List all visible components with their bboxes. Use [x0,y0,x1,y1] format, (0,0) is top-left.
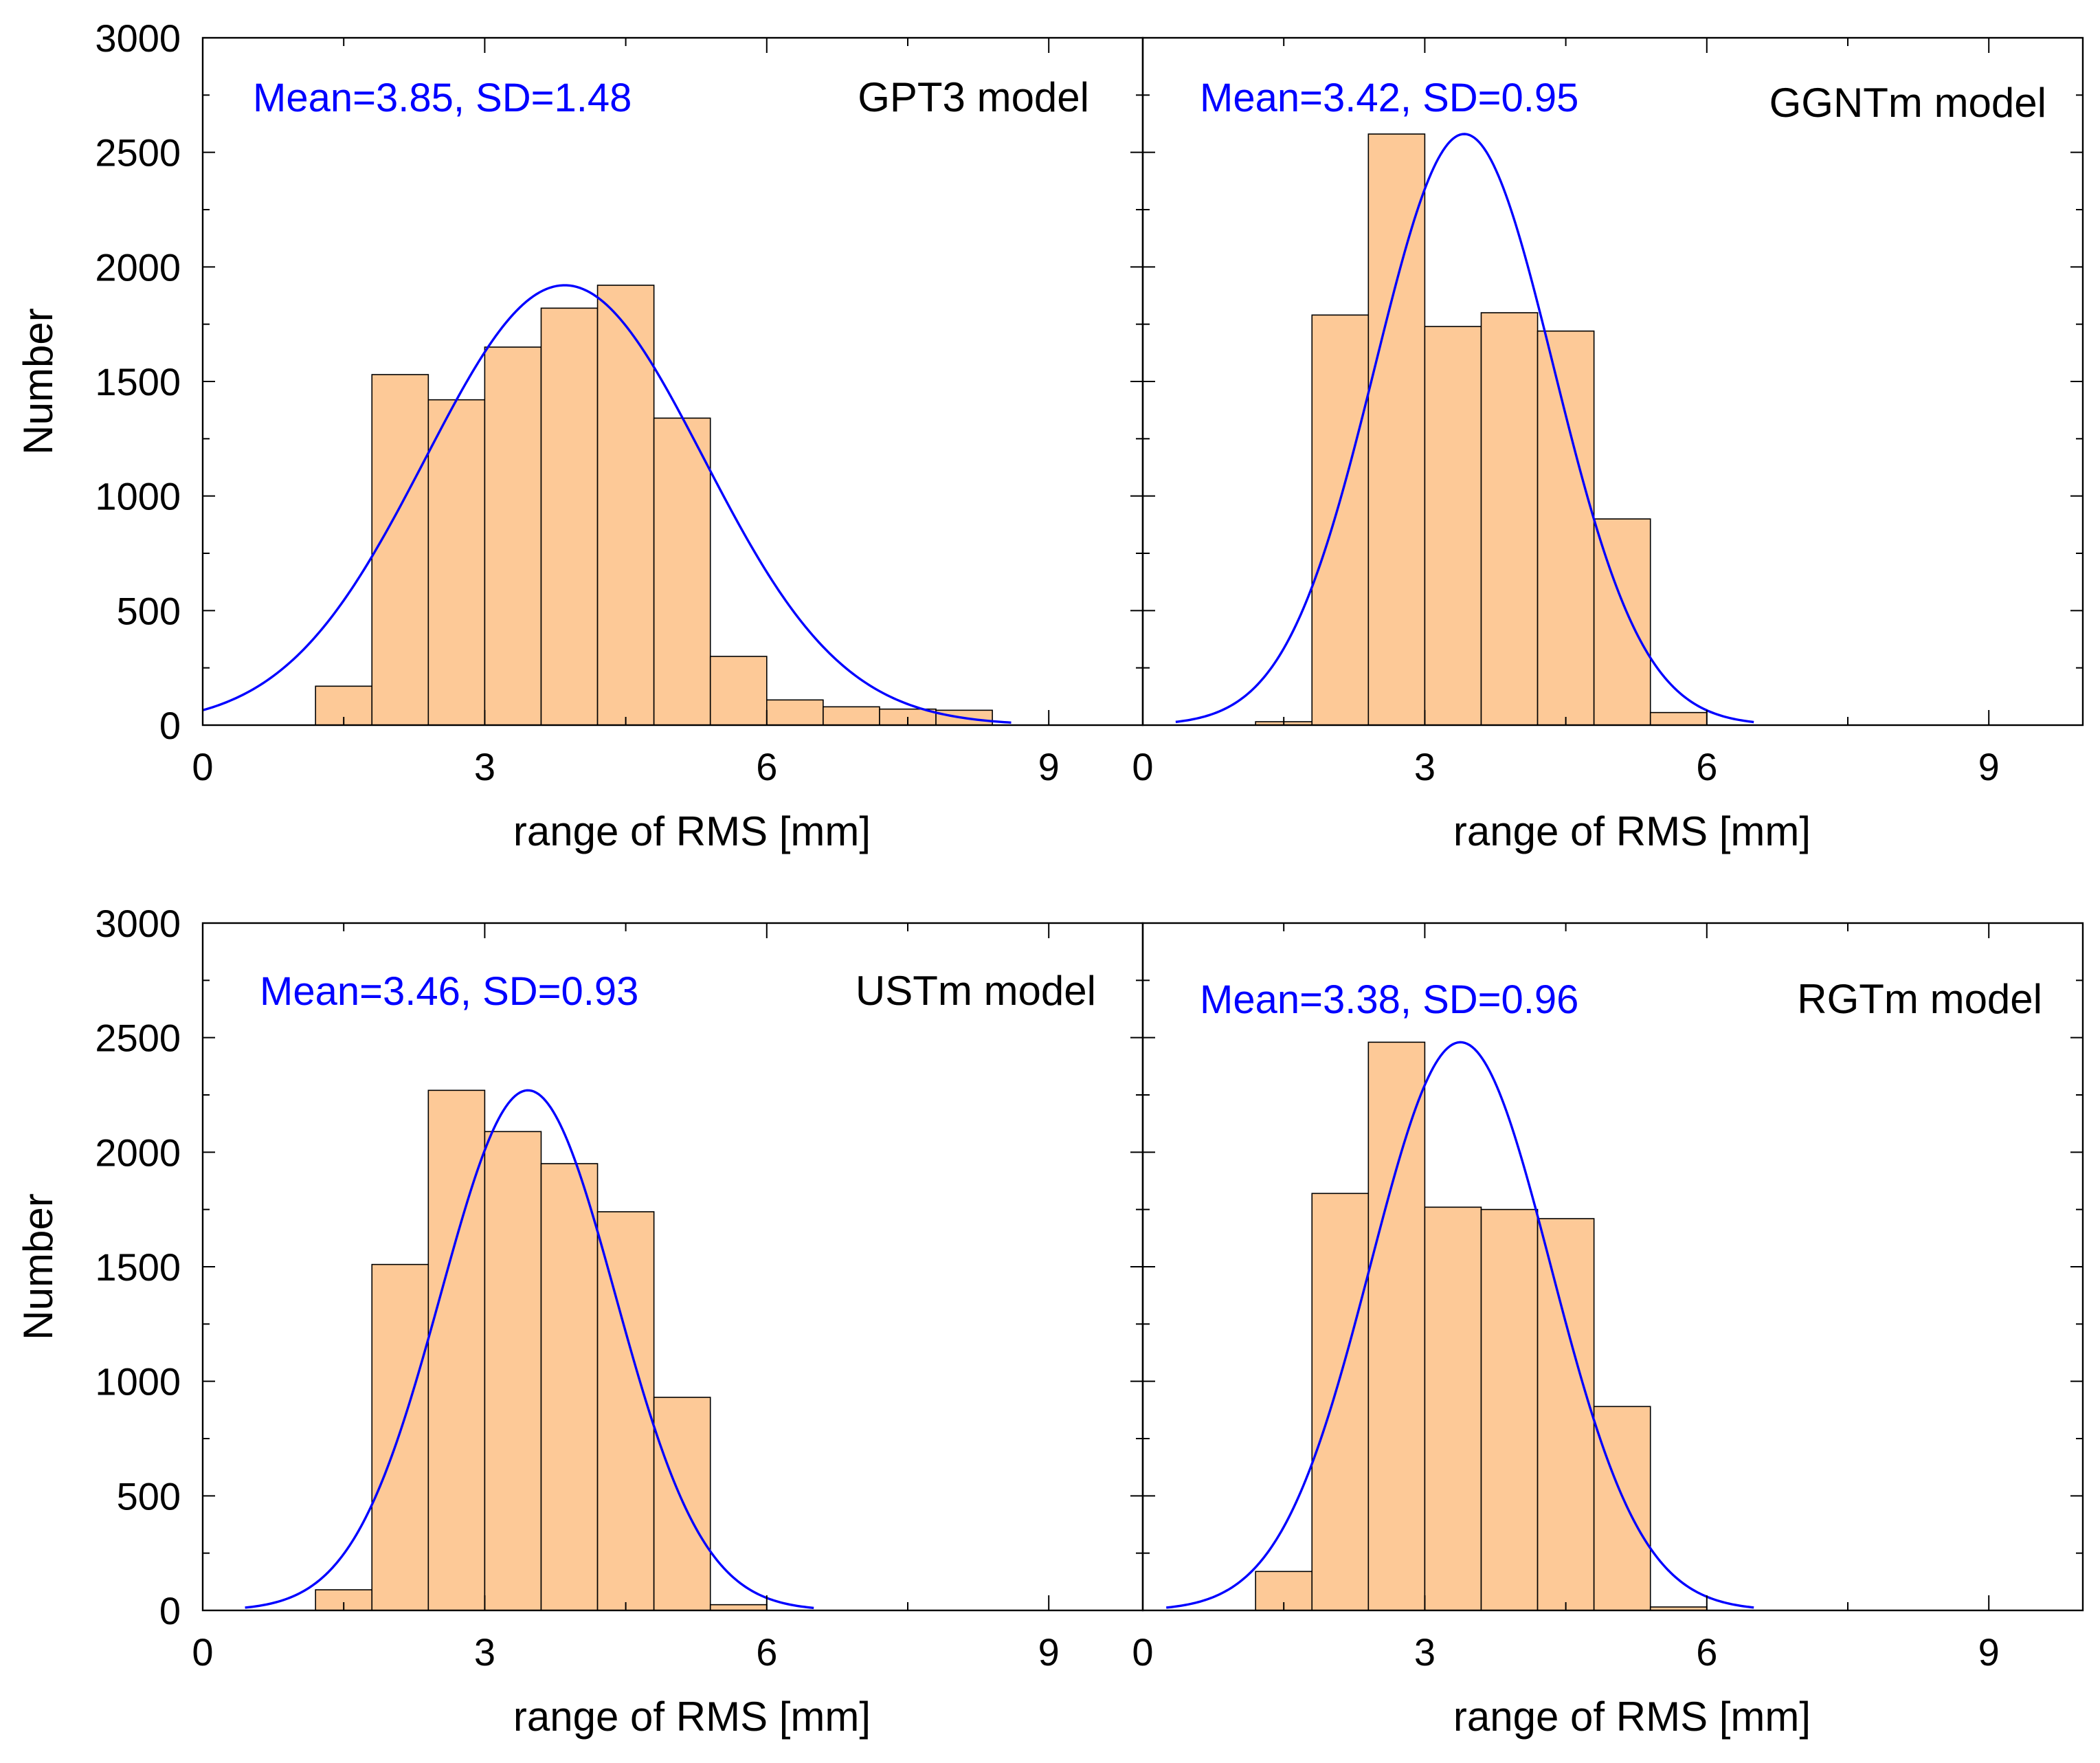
chart-panel-2: 0 3 6 9 range of RMS [mm] Mean=3.42, SD=0.95 G… [1132,36,2084,854]
y-tick-label: 0 [159,704,181,747]
x-tick-label: 0 [192,745,213,788]
y-tick-label: 3000 [95,902,181,945]
chart-panel-1: 0 3 6 9 0 500 1000 1500 2000 2500 3000 range of RMS… [15,16,1144,854]
x-tick-label: 6 [1696,745,1717,788]
y-tick-label: 2000 [95,245,181,289]
histogram-bar [540,1163,599,1611]
histogram-bar [596,1211,655,1611]
y-tick-label: 0 [159,1589,181,1632]
y-tick-label: 2000 [95,1131,181,1174]
histogram-bar [766,699,824,726]
histogram-bar [371,374,429,726]
y-tick-label: 500 [117,1474,181,1518]
normal-fit-curve [245,1089,814,1610]
histogram-bar [1311,1193,1370,1611]
x-tick-label: 6 [756,1630,777,1674]
histogram-bar [1593,1406,1651,1611]
x-tick-label: 3 [474,1630,495,1674]
histogram-bar [1424,1206,1482,1611]
histogram-bar [653,1397,711,1611]
x-tick-label: 0 [1132,745,1153,788]
y-tick-label: 2500 [95,1017,181,1060]
histogram-bar [709,656,768,726]
x-tick-label: 9 [1978,745,2000,788]
histogram-bar [1649,711,1708,726]
model-label: RGTm model [1797,976,2042,1022]
stats-annotation: Mean=3.38, SD=0.96 [1200,977,1578,1022]
x-tick-label: 9 [1038,745,1060,788]
normal-fit-curve [1175,133,1754,724]
histogram-bar [1537,330,1595,726]
x-axis-title: range of RMS [mm] [513,808,871,854]
histogram-bar [1424,326,1482,726]
x-tick-label: 0 [192,1630,213,1674]
histogram-bar [1537,1218,1595,1611]
y-tick-label: 1500 [95,360,181,403]
histogram-bar [709,1604,768,1611]
y-tick-label: 2500 [95,131,181,175]
y-axis-title: Number [15,308,61,454]
normal-fit-curve [1166,1041,1754,1609]
x-axis-title: range of RMS [mm] [513,1694,871,1740]
x-tick-label: 3 [1414,745,1436,788]
histogram-bar [823,706,880,726]
x-tick-label: 9 [1038,1630,1060,1674]
normal-fit-curve [202,284,1012,724]
y-tick-label: 1000 [95,475,181,518]
x-axis-title: range of RMS [mm] [1453,808,1811,854]
y-tick-label: 1500 [95,1245,181,1289]
stats-annotation: Mean=3.85, SD=1.48 [253,76,632,120]
stats-annotation: Mean=3.42, SD=0.95 [1200,76,1578,120]
y-axis-title: Number [15,1193,61,1340]
y-tick-label: 3000 [95,16,181,60]
model-label: GPT3 model [858,74,1089,120]
stats-annotation: Mean=3.46, SD=0.93 [260,969,638,1014]
histogram-bar [427,1089,486,1611]
x-tick-label: 0 [1132,1630,1153,1674]
chart-panel-3: 0 3 6 9 0 500 1000 1500 2000 2500 3000 range of RMS… [15,902,1144,1740]
x-tick-label: 6 [1696,1630,1717,1674]
histogram-bar [1367,1041,1426,1611]
histogram-bar [653,417,711,726]
histogram-bar [427,399,486,726]
x-tick-label: 6 [756,745,777,788]
histogram-bar [1593,518,1651,726]
x-tick-label: 3 [1414,1630,1436,1674]
y-tick-label: 1000 [95,1360,181,1404]
histogram-bar [484,1131,542,1611]
histogram-bar [1480,1208,1539,1611]
histogram-bar [484,346,542,726]
y-tick-label: 500 [117,589,181,632]
model-label: GGNTm model [1769,80,2046,126]
histogram-bar [371,1263,429,1611]
histogram-bar [540,307,599,726]
histogram-bar [1480,312,1539,726]
chart-panel-4: 0 3 6 9 range of RMS [mm] Mean=3.38, SD=0.96 R… [1132,922,2084,1740]
histogram-bar [1367,133,1426,726]
x-axis-title: range of RMS [mm] [1453,1694,1811,1740]
histogram-bar [1311,314,1370,726]
x-tick-label: 9 [1978,1630,2000,1674]
histogram-bar [596,285,655,726]
x-tick-label: 3 [474,745,495,788]
model-label: USTm model [856,968,1096,1014]
